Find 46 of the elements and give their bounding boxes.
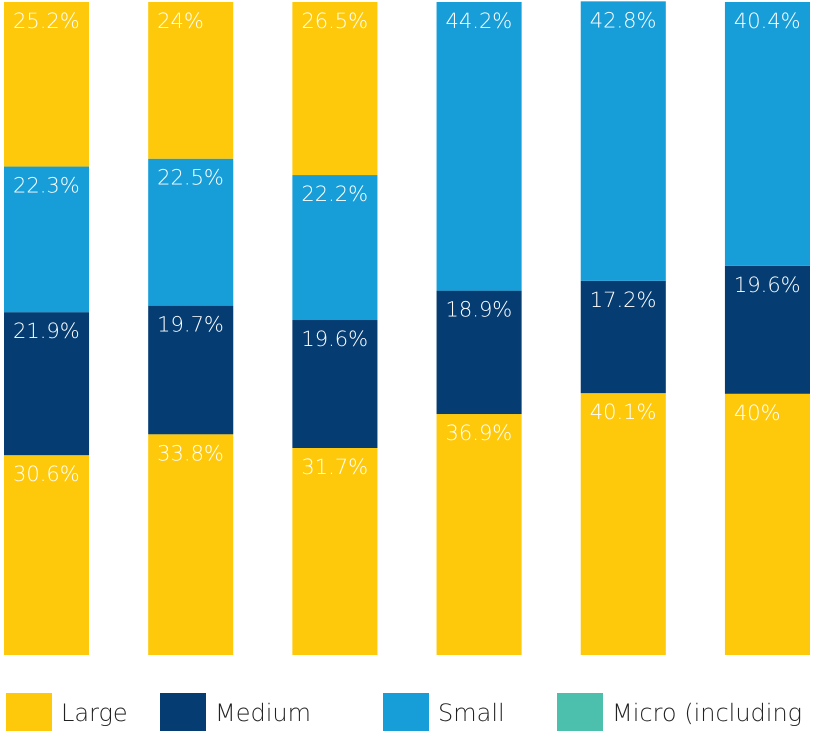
bar — [292, 448, 378, 655]
data-label: 18.9% — [446, 298, 512, 322]
data-label: 19.6% — [301, 327, 368, 352]
bar — [724, 394, 810, 655]
bar — [148, 306, 234, 434]
data-label: 24% — [157, 9, 204, 33]
data-label: 21.9% — [13, 319, 80, 344]
data-label: 31.7% — [301, 455, 368, 479]
bar — [292, 320, 378, 448]
bar — [436, 2, 522, 291]
bar — [4, 166, 90, 312]
bar — [724, 266, 810, 394]
bar — [4, 455, 90, 655]
data-label: 26.5% — [301, 9, 368, 33]
data-label: 36.9% — [446, 421, 512, 446]
bar — [148, 2, 234, 159]
data-label: 19.7% — [157, 312, 224, 337]
bar — [436, 290, 522, 414]
bar — [4, 312, 90, 456]
bar — [292, 175, 378, 320]
data-label: 30.6% — [13, 462, 80, 486]
bar — [580, 393, 666, 655]
bar — [292, 2, 378, 176]
data-label: 22.3% — [13, 174, 80, 198]
bar — [724, 2, 810, 266]
data-label: 22.5% — [157, 166, 224, 190]
legend-label: Large — [61, 699, 128, 727]
data-label: 17.2% — [590, 288, 656, 312]
bar — [148, 434, 234, 655]
legend-label: Medium — [215, 699, 311, 727]
data-label: 40.1% — [590, 400, 656, 424]
data-label: 19.6% — [734, 272, 801, 297]
data-label: 44.2% — [446, 9, 512, 33]
bar — [580, 280, 666, 394]
data-label: 25.2% — [13, 9, 80, 33]
bar — [148, 158, 234, 306]
bar — [580, 1, 666, 281]
legend-label: Micro (including — [612, 699, 802, 727]
data-label: 33.8% — [157, 441, 224, 466]
data-label: 40% — [734, 400, 781, 425]
bar — [436, 414, 522, 655]
data-label: 40.4% — [734, 9, 801, 33]
bar — [4, 2, 90, 167]
legend-label: Small — [438, 699, 505, 727]
data-label: 42.8% — [590, 8, 656, 32]
data-label: 22.2% — [301, 182, 368, 206]
